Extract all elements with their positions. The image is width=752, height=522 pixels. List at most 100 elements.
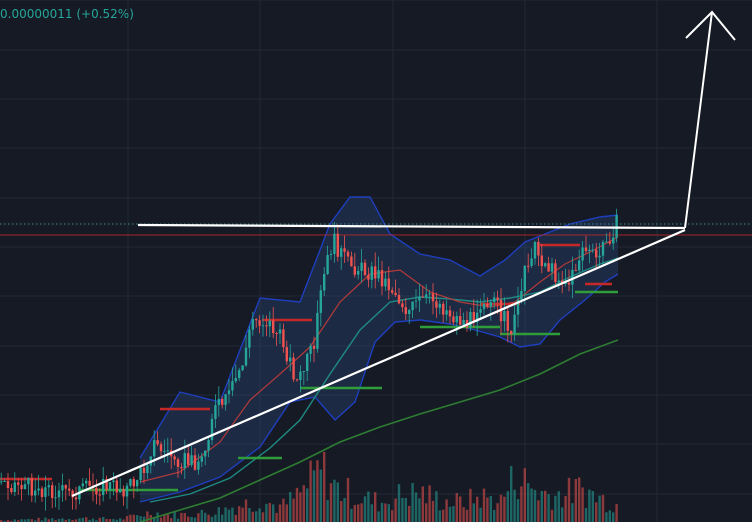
candle-body [336, 233, 339, 257]
bollinger-upper [139, 196, 619, 459]
volume-bar [530, 488, 533, 522]
volume-bar [40, 520, 44, 522]
volume-bar [323, 452, 326, 522]
candle-body [278, 329, 282, 334]
volume-bar [159, 517, 163, 522]
volume-bar [428, 485, 431, 522]
volume-bar [193, 517, 197, 522]
candle-body [574, 269, 577, 271]
volume-bar [0, 520, 3, 522]
candle-body [176, 459, 180, 467]
candle-body [360, 262, 363, 271]
volume-bar [292, 498, 295, 522]
volume-bar [34, 520, 37, 522]
candle-body [489, 302, 492, 307]
ma-slow-line [139, 339, 619, 522]
volume-bar [391, 510, 394, 522]
volume-bar [17, 520, 20, 522]
volume-bar [459, 496, 462, 522]
volume-bar [493, 510, 496, 522]
volume-bar [367, 491, 370, 522]
volume-bar [435, 491, 438, 522]
volume-bar [207, 514, 210, 522]
candle-body [455, 316, 458, 323]
volume-bar [380, 502, 384, 522]
volume-bar [258, 508, 261, 522]
candle-body [207, 440, 210, 451]
candle-body [6, 481, 10, 488]
volume-bar [329, 483, 333, 522]
candle-body [23, 484, 27, 489]
volume-bar [316, 460, 319, 522]
candle-body [119, 489, 122, 493]
candle-body [40, 488, 44, 497]
volume-bar [431, 500, 435, 522]
volume-bar [183, 513, 186, 522]
volume-bar [136, 515, 139, 522]
volume-bar [261, 512, 265, 522]
volume-bar [421, 486, 424, 522]
volume-bar [523, 468, 526, 522]
candle-body [292, 357, 295, 380]
candle-body [105, 479, 108, 490]
candle-body [248, 329, 251, 348]
volume-bar [88, 519, 91, 522]
candle-body [442, 303, 445, 315]
candle-body [10, 488, 13, 492]
volume-bar [346, 477, 350, 522]
volume-bar [520, 486, 523, 522]
candle-body [183, 453, 186, 469]
volume-bar [476, 496, 479, 522]
candle-body [193, 455, 197, 470]
candle-body [299, 371, 302, 380]
volume-bar [309, 460, 312, 522]
candle-body [567, 282, 571, 285]
volume-bar [326, 499, 329, 522]
price-change-label: 0.00000011 (+0.52%) [0, 7, 134, 21]
volume-bar [238, 506, 241, 522]
volume-bar [516, 499, 520, 522]
candle-body [397, 295, 401, 304]
volume-bar [506, 491, 509, 522]
volume-bar [397, 484, 401, 522]
candle-body [452, 316, 455, 323]
volume-bar [251, 511, 254, 522]
volume-bar [112, 519, 115, 522]
volume-bar [210, 516, 214, 522]
candle-body [370, 266, 373, 280]
candle-body [391, 290, 394, 293]
volume-bar [486, 497, 489, 522]
volume-bar [377, 511, 380, 522]
volume-bar [129, 514, 132, 522]
candle-body [469, 312, 472, 328]
volume-bar [571, 503, 574, 522]
volume-bar [302, 485, 305, 522]
volume-bar [221, 514, 224, 522]
candle-body [302, 371, 305, 372]
volume-bar [496, 503, 499, 522]
candle-body [384, 278, 387, 287]
volume-bar [411, 483, 414, 522]
volume-bar [23, 519, 27, 522]
volume-bar [197, 513, 200, 522]
resistance-trendline [137, 223, 686, 230]
candle-body [244, 347, 248, 366]
volume-bar [544, 490, 547, 522]
candle-body [13, 482, 16, 492]
volume-bar [363, 496, 367, 522]
volume-bar [343, 498, 346, 522]
volume-bar [163, 514, 166, 522]
candle-body [306, 353, 309, 371]
volume-bar [584, 508, 588, 522]
candle-body [523, 265, 526, 291]
candle-body [411, 301, 414, 311]
volume-bar [442, 509, 445, 522]
candle-body [598, 255, 601, 258]
candle-body [214, 405, 217, 419]
volume-bar [438, 510, 441, 522]
candle-body [139, 467, 142, 481]
volume-bar [452, 506, 455, 522]
volume-bar [102, 517, 105, 522]
